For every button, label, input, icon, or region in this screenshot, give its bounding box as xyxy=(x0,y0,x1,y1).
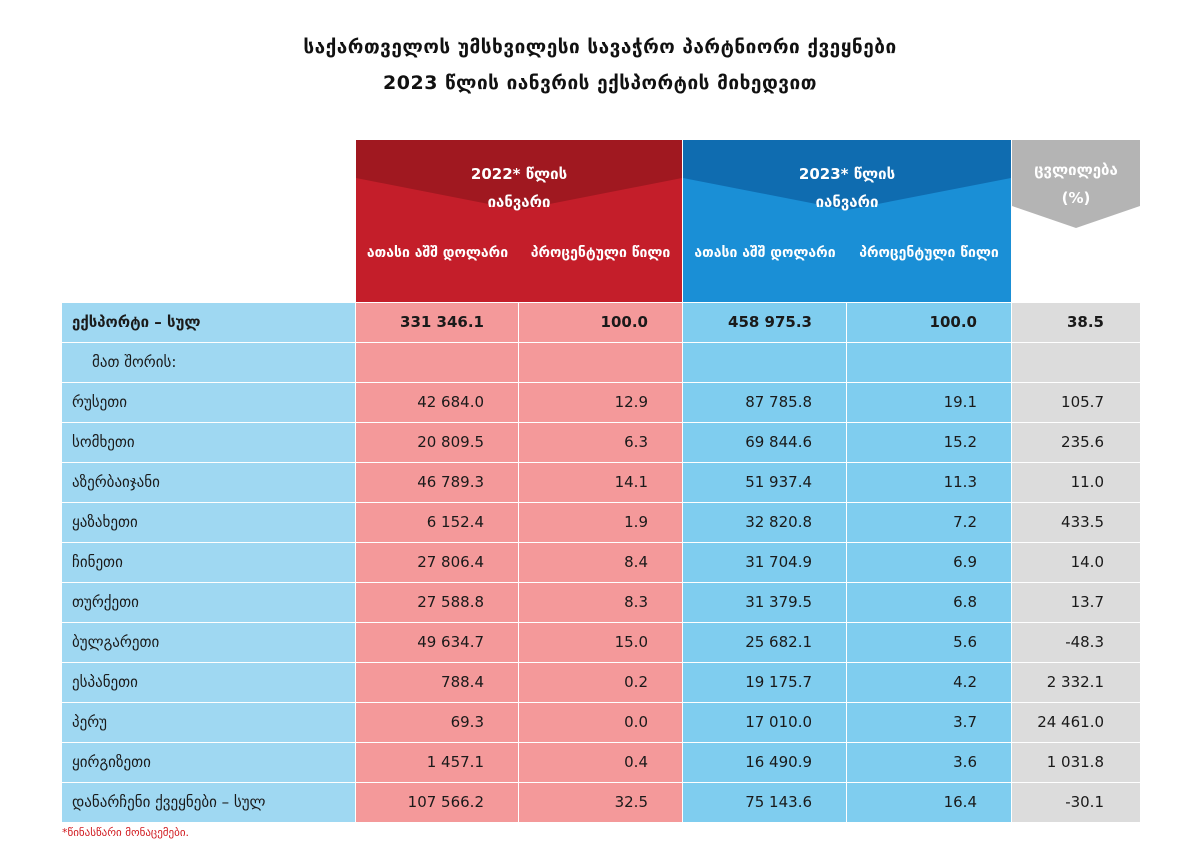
header-2022-share: პროცენტული წილი xyxy=(530,245,671,261)
total-v2022-cell: 331 346.1 xyxy=(356,303,518,342)
row-change-cell: 11.0 xyxy=(1012,463,1140,502)
row-change-cell: -48.3 xyxy=(1012,623,1140,662)
total-s2023-cell: 100.0 xyxy=(847,303,1011,342)
header-2022-chevron xyxy=(356,140,682,210)
subheader-cell xyxy=(519,343,682,382)
row-s2023-cell: 11.3 xyxy=(847,463,1011,502)
header-change-chevron xyxy=(1012,140,1140,228)
row-s2023-cell: 7.2 xyxy=(847,503,1011,542)
row-country-label: სომხეთი xyxy=(62,423,355,462)
page-subtitle: 2023 წლის იანვრის ექსპორტის მიხედვით xyxy=(383,72,817,94)
header-2022-title-month: იანვარი xyxy=(487,193,551,211)
header-2022-usd: ათასი აშშ დოლარი xyxy=(366,245,509,261)
row-v2022-cell: 20 809.5 xyxy=(356,423,518,462)
header-2023-share: პროცენტული წილი xyxy=(859,245,999,261)
row-v2023-cell: 31 704.9 xyxy=(683,543,846,582)
row-v2023-cell: 16 490.9 xyxy=(683,743,846,782)
subheader-cell xyxy=(847,343,1011,382)
row-s2023-cell: 4.2 xyxy=(847,663,1011,702)
page-title: საქართველოს უმსხვილესი სავაჭრო პარტნიორი… xyxy=(303,36,897,58)
row-change-cell: 1 031.8 xyxy=(1012,743,1140,782)
row-country-label: ყაზახეთი xyxy=(62,503,355,542)
row-country-label: თურქეთი xyxy=(62,583,355,622)
row-v2023-cell: 31 379.5 xyxy=(683,583,846,622)
row-v2022-cell: 42 684.0 xyxy=(356,383,518,422)
row-v2022-cell: 46 789.3 xyxy=(356,463,518,502)
row-s2023-cell: 19.1 xyxy=(847,383,1011,422)
total-v2023-cell: 458 975.3 xyxy=(683,303,846,342)
row-v2023-cell: 32 820.8 xyxy=(683,503,846,542)
row-country-label: პერუ xyxy=(62,703,355,742)
header-2023: 2023* წლის იანვარი ათასი აშშ დოლარი პროც… xyxy=(683,140,1011,302)
row-change-cell: 24 461.0 xyxy=(1012,703,1140,742)
row-s2022-cell: 0.4 xyxy=(519,743,682,782)
footnote: *წინასწარი მონაცემები. xyxy=(62,826,190,839)
row-change-cell: 433.5 xyxy=(1012,503,1140,542)
row-s2022-cell: 1.9 xyxy=(519,503,682,542)
row-v2023-cell: 17 010.0 xyxy=(683,703,846,742)
row-v2023-cell: 75 143.6 xyxy=(683,783,846,822)
row-v2022-cell: 27 806.4 xyxy=(356,543,518,582)
subheader-cell xyxy=(683,343,846,382)
export-table: 2022* წლის იანვარი ათასი აშშ დოლარი პროც… xyxy=(62,140,1140,822)
row-country-label: ჩინეთი xyxy=(62,543,355,582)
row-v2022-cell: 107 566.2 xyxy=(356,783,518,822)
header-change: ცვლილება (%) xyxy=(1012,140,1140,302)
row-s2022-cell: 32.5 xyxy=(519,783,682,822)
row-v2022-cell: 6 152.4 xyxy=(356,503,518,542)
total-s2022-cell: 100.0 xyxy=(519,303,682,342)
row-s2023-cell: 15.2 xyxy=(847,423,1011,462)
row-change-cell: 235.6 xyxy=(1012,423,1140,462)
row-country-label: ესპანეთი xyxy=(62,663,355,702)
total-change-cell: 38.5 xyxy=(1012,303,1140,342)
row-s2023-cell: 3.6 xyxy=(847,743,1011,782)
header-2022-title: 2022* წლის xyxy=(470,165,568,183)
row-s2022-cell: 8.4 xyxy=(519,543,682,582)
row-country-label: რუსეთი xyxy=(62,383,355,422)
row-change-cell: 105.7 xyxy=(1012,383,1140,422)
row-s2022-cell: 8.3 xyxy=(519,583,682,622)
header-2023-chevron xyxy=(683,140,1011,210)
row-change-cell: 2 332.1 xyxy=(1012,663,1140,702)
header-change-title: ცვლილება xyxy=(1034,161,1118,179)
total-country-label: ექსპორტი – სულ xyxy=(62,303,355,342)
row-v2022-cell: 1 457.1 xyxy=(356,743,518,782)
row-v2023-cell: 19 175.7 xyxy=(683,663,846,702)
row-s2022-cell: 6.3 xyxy=(519,423,682,462)
row-v2022-cell: 69.3 xyxy=(356,703,518,742)
header-change-unit: (%) xyxy=(1061,189,1091,207)
row-change-cell: -30.1 xyxy=(1012,783,1140,822)
row-country-label: ბულგარეთი xyxy=(62,623,355,662)
row-country-label: დანარჩენი ქვეყნები – სულ xyxy=(62,783,355,822)
row-change-cell: 14.0 xyxy=(1012,543,1140,582)
row-s2022-cell: 15.0 xyxy=(519,623,682,662)
row-s2023-cell: 3.7 xyxy=(847,703,1011,742)
row-country-label: ყირგიზეთი xyxy=(62,743,355,782)
row-v2022-cell: 788.4 xyxy=(356,663,518,702)
subheader-cell xyxy=(1012,343,1140,382)
header-2023-usd: ათასი აშშ დოლარი xyxy=(694,245,836,261)
row-country-label: აზერბაიჯანი xyxy=(62,463,355,502)
row-s2023-cell: 5.6 xyxy=(847,623,1011,662)
row-s2022-cell: 12.9 xyxy=(519,383,682,422)
row-s2023-cell: 6.8 xyxy=(847,583,1011,622)
subheader-label: მათ შორის: xyxy=(62,343,355,382)
row-s2023-cell: 16.4 xyxy=(847,783,1011,822)
row-v2022-cell: 49 634.7 xyxy=(356,623,518,662)
row-v2023-cell: 69 844.6 xyxy=(683,423,846,462)
row-s2022-cell: 14.1 xyxy=(519,463,682,502)
row-v2023-cell: 87 785.8 xyxy=(683,383,846,422)
row-v2022-cell: 27 588.8 xyxy=(356,583,518,622)
header-2023-title-month: იანვარი xyxy=(815,193,879,211)
subheader-cell xyxy=(356,343,518,382)
row-v2023-cell: 25 682.1 xyxy=(683,623,846,662)
row-s2022-cell: 0.0 xyxy=(519,703,682,742)
row-s2022-cell: 0.2 xyxy=(519,663,682,702)
header-2023-title: 2023* წლის xyxy=(798,165,896,183)
row-s2023-cell: 6.9 xyxy=(847,543,1011,582)
row-change-cell: 13.7 xyxy=(1012,583,1140,622)
header-2022: 2022* წლის იანვარი ათასი აშშ დოლარი პროც… xyxy=(356,140,682,302)
row-v2023-cell: 51 937.4 xyxy=(683,463,846,502)
